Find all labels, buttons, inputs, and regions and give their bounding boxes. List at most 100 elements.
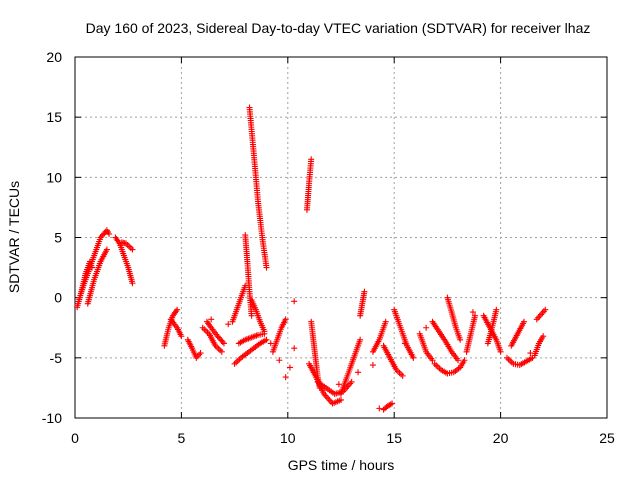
series-arc-25 bbox=[381, 344, 405, 378]
data-point bbox=[250, 150, 257, 157]
data-point bbox=[338, 396, 344, 403]
data-point bbox=[380, 342, 387, 349]
data-point bbox=[91, 252, 98, 259]
isolated-data-point bbox=[369, 362, 376, 369]
data-point bbox=[252, 306, 259, 313]
data-point bbox=[246, 288, 253, 295]
data-point bbox=[118, 239, 125, 246]
data-point bbox=[219, 338, 226, 345]
data-point bbox=[120, 252, 127, 259]
data-point bbox=[359, 300, 366, 307]
data-point bbox=[531, 352, 538, 359]
data-point bbox=[314, 378, 321, 385]
series-arc-18 bbox=[304, 158, 315, 211]
data-point bbox=[178, 333, 185, 340]
data-point bbox=[250, 345, 257, 352]
data-point bbox=[416, 330, 423, 337]
data-point bbox=[323, 384, 330, 391]
x-tick-label: 10 bbox=[280, 430, 296, 446]
data-point bbox=[184, 336, 191, 343]
data-point bbox=[438, 366, 445, 373]
data-point bbox=[448, 309, 455, 316]
y-tick-label: 10 bbox=[46, 169, 62, 185]
data-point bbox=[493, 336, 500, 343]
data-point bbox=[217, 336, 224, 343]
data-point bbox=[450, 369, 457, 376]
data-point bbox=[448, 348, 455, 355]
data-point bbox=[84, 270, 91, 277]
data-point bbox=[189, 345, 196, 352]
chart-title: Day 160 of 2023, Sidereal Day-to-day VTE… bbox=[86, 20, 591, 36]
data-point bbox=[112, 234, 119, 241]
isolated-data-point bbox=[335, 381, 342, 388]
data-point bbox=[218, 337, 225, 344]
data-point bbox=[493, 306, 500, 313]
data-point bbox=[123, 240, 130, 247]
series-arc-22 bbox=[338, 338, 363, 395]
data-point bbox=[233, 306, 240, 313]
series-arc-31 bbox=[433, 359, 467, 377]
data-point bbox=[429, 318, 436, 325]
data-point bbox=[106, 230, 113, 237]
data-point bbox=[399, 372, 406, 379]
data-point bbox=[423, 348, 430, 355]
y-tick-label: 5 bbox=[54, 230, 62, 246]
data-point bbox=[229, 318, 236, 325]
data-point bbox=[212, 342, 219, 349]
data-point bbox=[220, 340, 227, 347]
data-point bbox=[169, 312, 176, 319]
x-tick-label: 15 bbox=[386, 430, 402, 446]
data-point bbox=[306, 360, 313, 367]
y-tick-labels: -10 -5 0 5 10 15 20 bbox=[42, 49, 62, 426]
isolated-data-point bbox=[225, 321, 232, 328]
data-point bbox=[214, 333, 221, 340]
data-point bbox=[248, 297, 255, 304]
isolated-data-point bbox=[401, 340, 408, 347]
data-point bbox=[376, 336, 383, 343]
data-point bbox=[97, 234, 104, 241]
data-point bbox=[237, 354, 244, 361]
data-point bbox=[538, 311, 545, 318]
series-arc-29 bbox=[430, 320, 460, 362]
data-point bbox=[231, 360, 238, 367]
data-point bbox=[218, 348, 225, 355]
data-point bbox=[103, 227, 110, 234]
data-point bbox=[508, 342, 515, 349]
isolated-data-point bbox=[376, 405, 383, 412]
isolated-data-point bbox=[282, 374, 289, 381]
data-point bbox=[263, 264, 270, 271]
data-point bbox=[391, 306, 398, 313]
isolated-data-point bbox=[286, 364, 293, 371]
data-point bbox=[208, 324, 215, 331]
x-tick-label: 0 bbox=[71, 430, 79, 446]
data-point bbox=[463, 348, 470, 355]
data-point bbox=[129, 280, 136, 287]
data-point bbox=[344, 372, 351, 379]
data-point bbox=[389, 400, 396, 407]
x-tick-label: 25 bbox=[599, 430, 615, 446]
data-point bbox=[380, 406, 387, 413]
data-point bbox=[282, 316, 289, 323]
data-point bbox=[174, 324, 181, 331]
data-point bbox=[308, 318, 315, 325]
grid-lines bbox=[75, 57, 607, 418]
data-point bbox=[338, 390, 344, 397]
isolated-data-point bbox=[208, 316, 215, 323]
data-point bbox=[199, 324, 206, 331]
data-point bbox=[269, 348, 276, 355]
data-point bbox=[257, 318, 264, 325]
data-point bbox=[455, 357, 462, 364]
data-point bbox=[263, 336, 270, 343]
data-point bbox=[193, 354, 200, 361]
data-point bbox=[393, 366, 400, 373]
data-point bbox=[535, 340, 542, 347]
data-point bbox=[457, 336, 464, 343]
data-point bbox=[303, 206, 310, 213]
data-point bbox=[444, 294, 451, 301]
y-tick-label: -5 bbox=[50, 350, 63, 366]
data-point bbox=[444, 370, 451, 377]
data-point bbox=[329, 400, 336, 407]
series-arc-09 bbox=[201, 326, 224, 354]
x-tick-labels: 0 5 10 15 20 25 bbox=[71, 430, 615, 446]
data-point bbox=[98, 233, 105, 240]
